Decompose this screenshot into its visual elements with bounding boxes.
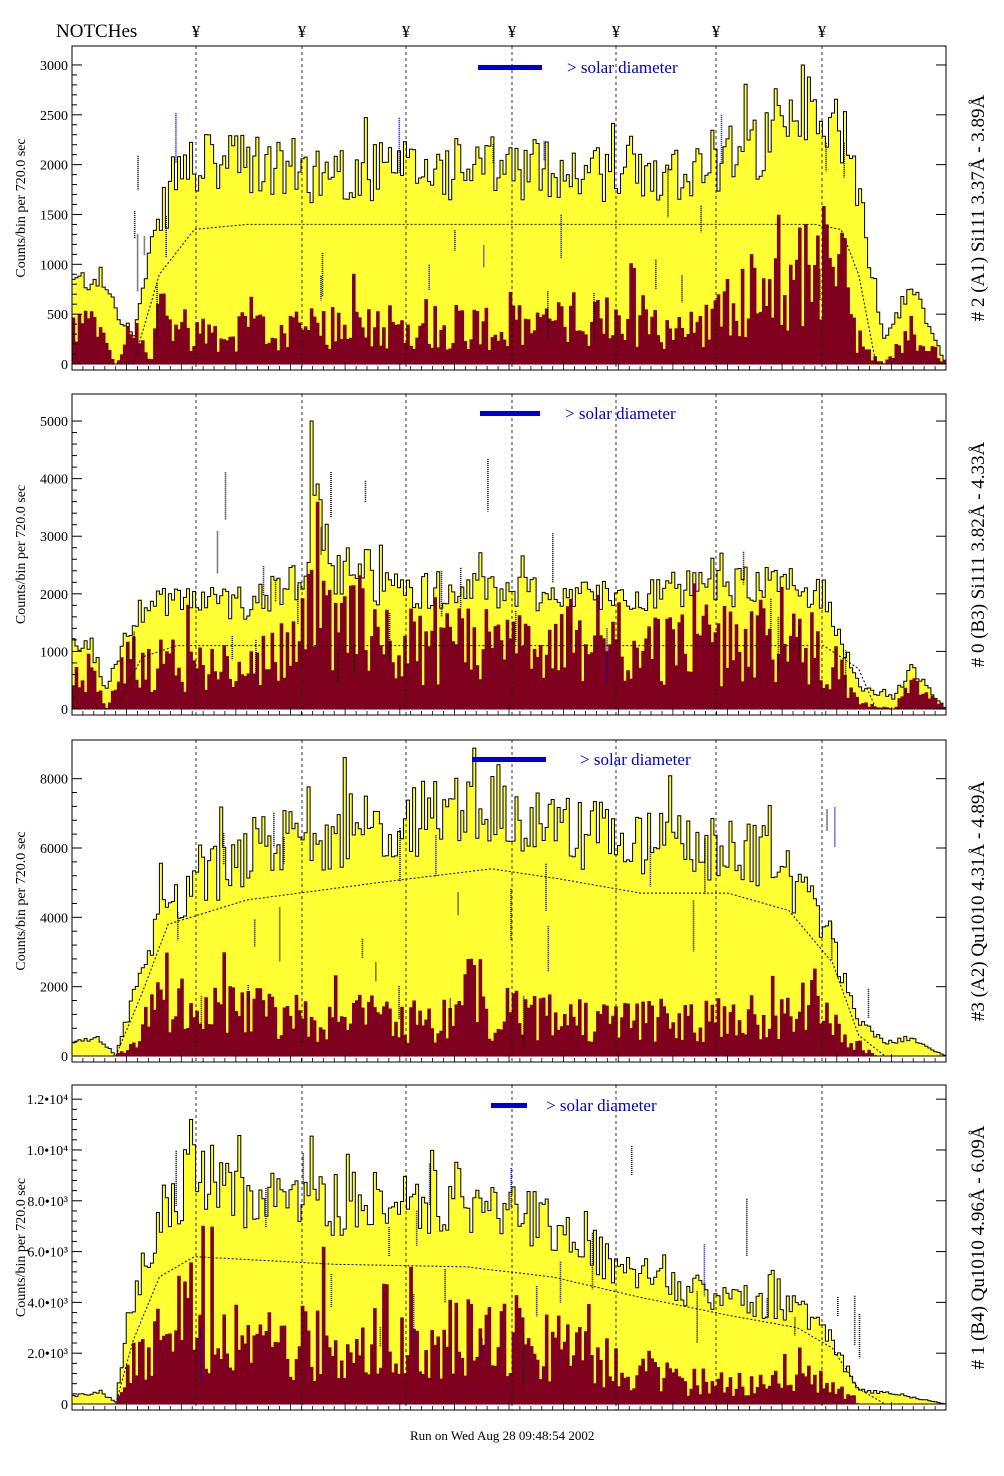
y-tick-label: 6.0•10³ <box>27 1246 68 1261</box>
y-tick-label: 3000 <box>40 59 68 74</box>
maroon-histogram <box>71 501 947 710</box>
notch-symbol-5: ¥ <box>612 22 621 41</box>
notch-symbol-3: ¥ <box>402 22 411 41</box>
panel-4: 0 2.0•10³ 4.0•10³ 6.0•10³ 8.0•10³ 1.0•10⁴ 1.2•… <box>14 1084 989 1413</box>
y-tick-label: 1.2•10⁴ <box>27 1093 68 1108</box>
y-tick-label: 3000 <box>40 530 68 545</box>
notch-symbol-7: ¥ <box>818 22 827 41</box>
y-tick-label: 1500 <box>40 209 68 224</box>
y-axis-label: Counts/bin per 720.0 sec <box>14 831 29 970</box>
maroon-histogram <box>72 1225 946 1405</box>
annotation-marks <box>133 459 847 689</box>
y-tick-label: 2000 <box>40 159 68 174</box>
y-axis-label: Counts/bin per 720.0 sec <box>14 1178 29 1317</box>
run-footer: Run on Wed Aug 28 09:48:54 2002 <box>410 1428 595 1443</box>
legend-swatch <box>478 65 542 70</box>
y-tick-label: 500 <box>47 308 68 323</box>
histogram-panels: 0 500 1000 1500 2000 2500 3000 Counts/bin per 7… <box>14 45 989 1413</box>
notch-symbol-4: ¥ <box>508 22 517 41</box>
notch-label: NOTCHes <box>56 21 138 42</box>
annotation-marks <box>175 1145 861 1390</box>
y-tick-label: 4.0•10³ <box>27 1296 68 1311</box>
mean-curve <box>72 223 946 365</box>
legend-text: > solar diameter <box>546 1096 657 1115</box>
y-tick-label: 2000 <box>40 981 68 996</box>
panel-2: 0 1000 2000 3000 4000 5000 Counts/bin per 720.… <box>14 393 989 718</box>
panel-3: 0 2000 4000 6000 8000 Counts/bin per 720.0 se… <box>14 739 989 1065</box>
y-tick-label: 0 <box>61 358 68 373</box>
y-axis: 0 500 1000 1500 2000 2500 3000 <box>40 59 947 373</box>
legend-swatch <box>472 757 546 762</box>
maroon-histogram <box>71 206 947 365</box>
panel-label: # 2 (A1) Si111 3.37Å - 3.89Å <box>968 94 989 321</box>
y-tick-label: 2.0•10³ <box>27 1347 68 1362</box>
y-axis: 0 2000 4000 6000 8000 <box>40 773 947 1065</box>
legend-text: > solar diameter <box>567 58 678 77</box>
y-tick-label: 4000 <box>40 473 68 488</box>
y-tick-label: 1000 <box>40 645 68 660</box>
panel-1: 0 500 1000 1500 2000 2500 3000 Counts/bin per 7… <box>14 45 989 373</box>
y-axis-label: Counts/bin per 720.0 sec <box>14 138 29 277</box>
yellow-histogram <box>71 1119 947 1405</box>
notch-symbol-6: ¥ <box>712 22 721 41</box>
y-tick-label: 4000 <box>40 911 68 926</box>
y-tick-label: 0 <box>61 703 68 718</box>
legend-text: > solar diameter <box>565 404 676 423</box>
panel-label: # 0 (B3) Si111 3.82Å - 4.33Å <box>968 441 989 667</box>
yellow-histogram <box>71 420 947 710</box>
y-tick-label: 1000 <box>40 258 68 273</box>
y-axis: 0 1000 2000 3000 4000 5000 <box>40 415 947 718</box>
y-tick-label: 2500 <box>40 109 68 124</box>
legend-swatch <box>480 411 540 416</box>
y-tick-label: 6000 <box>40 842 68 857</box>
panel-label: # 1 (B4) Qu1010 4.96Å - 6.09Å <box>968 1125 989 1369</box>
y-tick-label: 1.0•10⁴ <box>27 1144 68 1159</box>
y-tick-label: 0 <box>61 1398 68 1413</box>
mean-curve <box>72 868 946 1057</box>
panel-label: #3 (A2) Qu1010 4.31Å - 4.89Å <box>968 781 989 1021</box>
legend-swatch <box>491 1103 527 1108</box>
notch-symbol-1: ¥ <box>192 22 201 41</box>
y-tick-label: 2000 <box>40 588 68 603</box>
y-tick-label: 8000 <box>40 773 68 788</box>
y-tick-label: 5000 <box>40 415 68 430</box>
notch-row: ¥ ¥ ¥ ¥ ¥ ¥ ¥ <box>192 22 827 41</box>
y-axis-label: Counts/bin per 720.0 sec <box>14 485 29 624</box>
annotation-marks <box>177 807 870 1048</box>
mean-curve <box>72 1256 946 1405</box>
annotation-marks <box>133 113 846 344</box>
y-tick-label: 8.0•10³ <box>27 1195 68 1210</box>
maroon-histogram <box>72 952 946 1057</box>
y-tick-label: 0 <box>61 1050 68 1065</box>
y-axis: 0 2.0•10³ 4.0•10³ 6.0•10³ 8.0•10³ 1.0•10⁴ 1.2•… <box>27 1093 947 1413</box>
legend-text: > solar diameter <box>580 750 691 769</box>
notch-symbol-2: ¥ <box>298 22 307 41</box>
yellow-histogram <box>71 747 947 1057</box>
